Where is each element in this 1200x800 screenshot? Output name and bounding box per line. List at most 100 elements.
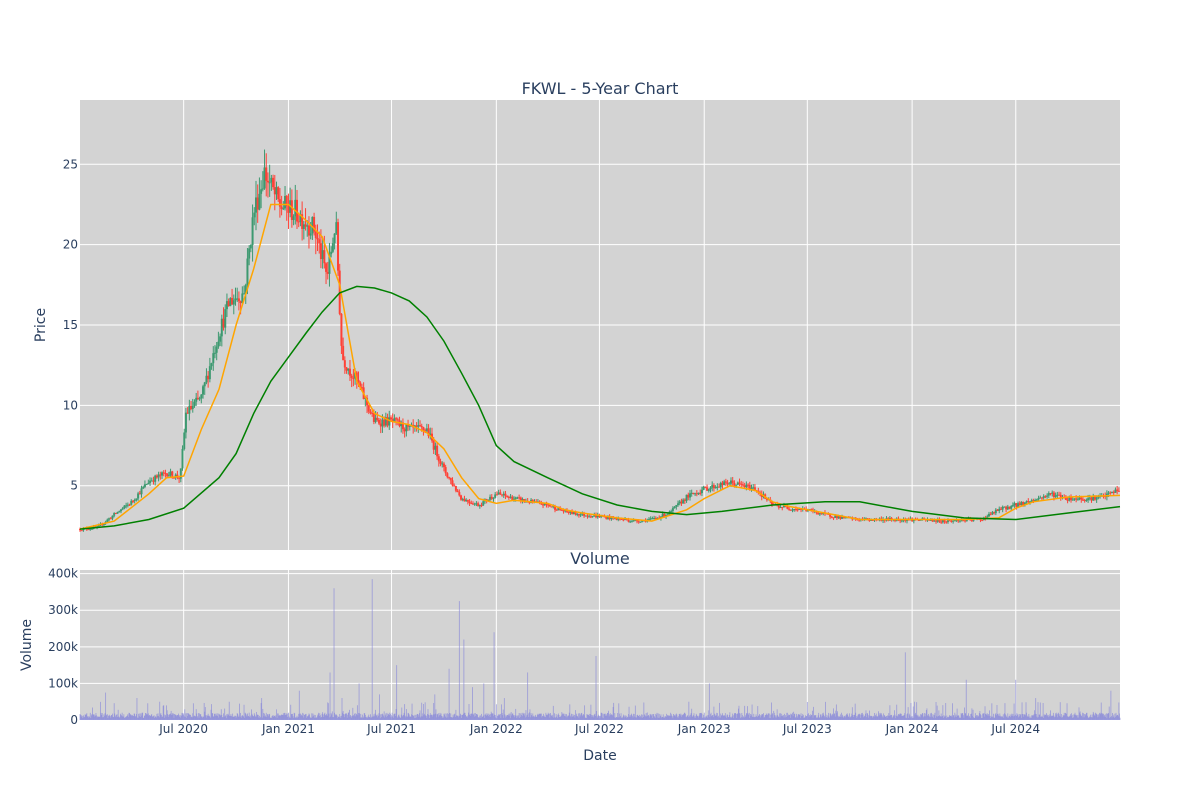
candle-body	[938, 519, 941, 522]
candle-body	[143, 484, 146, 487]
candle-body	[900, 520, 903, 522]
candle-body	[781, 507, 784, 509]
candle-body	[639, 521, 642, 523]
candle-body	[735, 484, 738, 486]
candle-body	[325, 263, 328, 272]
candle-body	[407, 424, 410, 427]
candle-body	[471, 503, 474, 505]
x-tick-label: Jan 2024	[885, 722, 939, 736]
candle-body	[714, 486, 717, 489]
candle-body	[993, 512, 996, 514]
candle-body	[953, 520, 956, 522]
candle-body	[935, 520, 938, 522]
candle-body	[673, 506, 676, 509]
candle-body	[1070, 497, 1073, 500]
candle-body	[586, 515, 589, 517]
candle-body	[347, 368, 350, 371]
candle-body	[213, 352, 216, 354]
candle-body	[183, 432, 186, 449]
candle-body	[788, 508, 791, 510]
candle-body	[424, 430, 427, 432]
candle-body	[167, 475, 170, 477]
x-tick-label: Jul 2024	[990, 722, 1040, 736]
candle-body	[330, 251, 333, 255]
candle-body	[728, 483, 731, 485]
candle-body	[518, 497, 521, 499]
candle-body	[1015, 503, 1018, 507]
candle-body	[637, 521, 640, 523]
candle-body	[998, 508, 1001, 511]
x-tick-label: Jan 2023	[677, 722, 731, 736]
candle-body	[123, 505, 126, 509]
long-moving-average-line	[79, 285, 1121, 530]
candle-body	[178, 477, 181, 479]
candle-body	[793, 509, 796, 511]
candle-body	[497, 492, 500, 495]
candle-body	[584, 515, 587, 517]
candle-body	[806, 510, 809, 512]
volume-y-tick-label: 0	[70, 713, 78, 727]
candle-body	[231, 297, 234, 305]
candle-body	[941, 519, 944, 523]
candle-body	[454, 485, 457, 491]
price-y-tick-label: 5	[70, 479, 78, 493]
candle-body	[265, 167, 268, 181]
candle-body	[589, 516, 592, 518]
candle-body	[309, 233, 312, 236]
candle-body	[280, 206, 283, 209]
candle-body	[706, 487, 709, 491]
candle-body	[817, 512, 820, 515]
candle-body	[427, 428, 430, 437]
candle-body	[198, 398, 201, 400]
candle-body	[313, 216, 316, 232]
candle-body	[692, 492, 695, 494]
candle-body	[835, 515, 838, 519]
candle-body	[1029, 501, 1032, 503]
candle-body	[473, 503, 476, 505]
candle-body	[933, 520, 936, 522]
candle-body	[149, 480, 152, 483]
candle-body	[169, 471, 172, 476]
candle-body	[191, 405, 194, 409]
candle-body	[376, 417, 379, 420]
candle-body	[1054, 495, 1057, 498]
candle-body	[1011, 505, 1014, 507]
candle-body	[1059, 494, 1062, 498]
candle-body	[328, 254, 331, 274]
candle-body	[294, 199, 297, 217]
candle-body	[278, 199, 281, 207]
candle-body	[125, 505, 128, 507]
candle-body	[1092, 495, 1095, 501]
candle-body	[996, 509, 999, 511]
candle-body	[261, 188, 264, 190]
candle-body	[606, 516, 609, 519]
candle-body	[208, 366, 211, 380]
candle-body	[155, 475, 158, 478]
candle-body	[955, 520, 958, 522]
candle-body	[964, 520, 967, 522]
candle-body	[89, 528, 92, 530]
candle-body	[490, 496, 493, 499]
candle-body	[109, 518, 112, 520]
candle-body	[745, 484, 748, 488]
candle-body	[369, 411, 372, 413]
volume-plot-background	[80, 570, 1120, 720]
candle-body	[952, 520, 955, 522]
candle-body	[396, 419, 399, 421]
candle-body	[1035, 499, 1038, 501]
candle-body	[237, 298, 240, 302]
candle-body	[784, 505, 787, 507]
candle-body	[577, 514, 580, 516]
candle-body	[378, 419, 381, 424]
candle-body	[1114, 489, 1117, 493]
candle-body	[547, 504, 550, 506]
candle-body	[154, 475, 157, 482]
candle-body	[675, 505, 678, 507]
candle-body	[600, 515, 603, 518]
candle-body	[596, 515, 599, 518]
candle-body	[1095, 497, 1098, 500]
candle-body	[1039, 497, 1042, 499]
candle-body	[777, 505, 780, 508]
candle-body	[133, 500, 136, 502]
candle-body	[355, 372, 358, 380]
